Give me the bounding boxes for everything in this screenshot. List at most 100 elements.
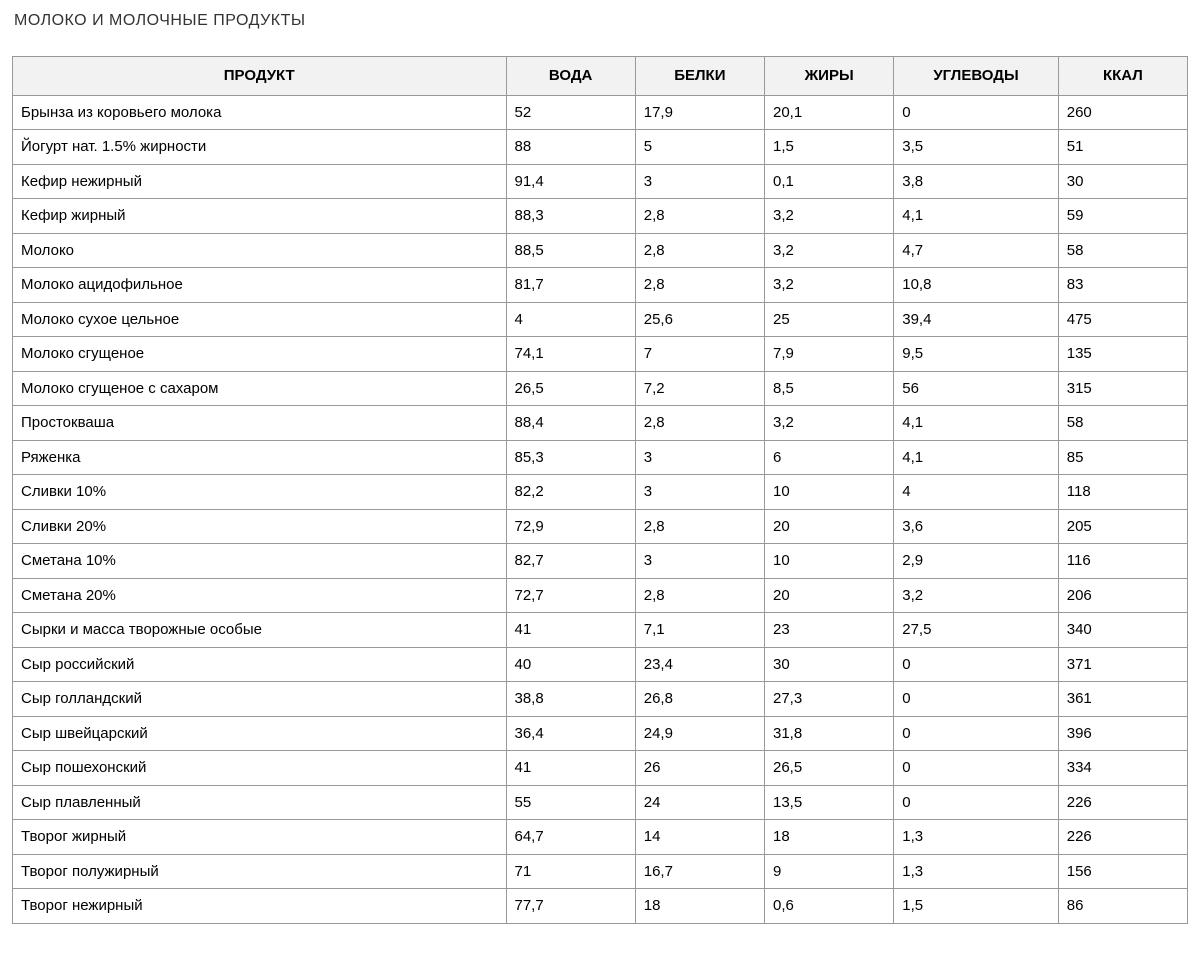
value-cell: 88,5 xyxy=(506,233,635,268)
value-cell: 26,8 xyxy=(635,682,764,717)
value-cell: 0 xyxy=(894,785,1059,820)
value-cell: 3,2 xyxy=(765,406,894,441)
value-cell: 18 xyxy=(635,889,764,924)
value-cell: 18 xyxy=(765,820,894,855)
value-cell: 3,2 xyxy=(765,233,894,268)
value-cell: 0 xyxy=(894,682,1059,717)
value-cell: 4,1 xyxy=(894,440,1059,475)
value-cell: 10,8 xyxy=(894,268,1059,303)
nutrition-table: ПРОДУКТВОДАБЕЛКИЖИРЫУГЛЕВОДЫККАЛ Брынза … xyxy=(12,56,1188,924)
value-cell: 3 xyxy=(635,544,764,579)
value-cell: 205 xyxy=(1058,509,1187,544)
value-cell: 3 xyxy=(635,475,764,510)
product-name-cell: Сливки 20% xyxy=(13,509,507,544)
value-cell: 23 xyxy=(765,613,894,648)
value-cell: 2,8 xyxy=(635,406,764,441)
value-cell: 88,4 xyxy=(506,406,635,441)
value-cell: 7,2 xyxy=(635,371,764,406)
value-cell: 71 xyxy=(506,854,635,889)
value-cell: 58 xyxy=(1058,233,1187,268)
value-cell: 371 xyxy=(1058,647,1187,682)
table-row: Сыр российский4023,4300371 xyxy=(13,647,1188,682)
table-row: Сыр голландский38,826,827,30361 xyxy=(13,682,1188,717)
table-row: Молоко сгущеное с сахаром26,57,28,556315 xyxy=(13,371,1188,406)
value-cell: 4,7 xyxy=(894,233,1059,268)
value-cell: 31,8 xyxy=(765,716,894,751)
value-cell: 88,3 xyxy=(506,199,635,234)
value-cell: 41 xyxy=(506,613,635,648)
value-cell: 4 xyxy=(506,302,635,337)
value-cell: 13,5 xyxy=(765,785,894,820)
value-cell: 3,2 xyxy=(765,199,894,234)
value-cell: 88 xyxy=(506,130,635,165)
table-row: Сыр пошехонский412626,50334 xyxy=(13,751,1188,786)
value-cell: 0 xyxy=(894,647,1059,682)
page-title: МОЛОКО И МОЛОЧНЫЕ ПРОДУКТЫ xyxy=(14,12,1188,30)
value-cell: 361 xyxy=(1058,682,1187,717)
value-cell: 14 xyxy=(635,820,764,855)
value-cell: 2,8 xyxy=(635,578,764,613)
value-cell: 1,3 xyxy=(894,854,1059,889)
value-cell: 9 xyxy=(765,854,894,889)
value-cell: 2,9 xyxy=(894,544,1059,579)
value-cell: 135 xyxy=(1058,337,1187,372)
product-name-cell: Сыр голландский xyxy=(13,682,507,717)
value-cell: 77,7 xyxy=(506,889,635,924)
product-name-cell: Кефир жирный xyxy=(13,199,507,234)
product-name-cell: Кефир нежирный xyxy=(13,164,507,199)
value-cell: 7 xyxy=(635,337,764,372)
table-row: Простокваша88,42,83,24,158 xyxy=(13,406,1188,441)
table-row: Сыр плавленный552413,50226 xyxy=(13,785,1188,820)
value-cell: 156 xyxy=(1058,854,1187,889)
table-header-cell: УГЛЕВОДЫ xyxy=(894,57,1059,96)
table-row: Молоко88,52,83,24,758 xyxy=(13,233,1188,268)
value-cell: 51 xyxy=(1058,130,1187,165)
value-cell: 2,8 xyxy=(635,509,764,544)
table-row: Молоко ацидофильное81,72,83,210,883 xyxy=(13,268,1188,303)
value-cell: 3 xyxy=(635,440,764,475)
value-cell: 116 xyxy=(1058,544,1187,579)
table-header-cell: ПРОДУКТ xyxy=(13,57,507,96)
value-cell: 0,6 xyxy=(765,889,894,924)
product-name-cell: Брынза из коровьего молока xyxy=(13,95,507,130)
table-header-cell: ККАЛ xyxy=(1058,57,1187,96)
value-cell: 1,5 xyxy=(894,889,1059,924)
value-cell: 30 xyxy=(1058,164,1187,199)
value-cell: 41 xyxy=(506,751,635,786)
product-name-cell: Творог полужирный xyxy=(13,854,507,889)
value-cell: 24,9 xyxy=(635,716,764,751)
value-cell: 260 xyxy=(1058,95,1187,130)
value-cell: 10 xyxy=(765,475,894,510)
product-name-cell: Ряженка xyxy=(13,440,507,475)
value-cell: 82,7 xyxy=(506,544,635,579)
table-row: Брынза из коровьего молока5217,920,10260 xyxy=(13,95,1188,130)
value-cell: 55 xyxy=(506,785,635,820)
value-cell: 86 xyxy=(1058,889,1187,924)
value-cell: 58 xyxy=(1058,406,1187,441)
value-cell: 334 xyxy=(1058,751,1187,786)
value-cell: 7,1 xyxy=(635,613,764,648)
value-cell: 23,4 xyxy=(635,647,764,682)
table-row: Кефир нежирный91,430,13,830 xyxy=(13,164,1188,199)
value-cell: 10 xyxy=(765,544,894,579)
table-row: Молоко сгущеное74,177,99,5135 xyxy=(13,337,1188,372)
table-row: Сырки и масса творожные особые417,12327,… xyxy=(13,613,1188,648)
value-cell: 40 xyxy=(506,647,635,682)
table-row: Кефир жирный88,32,83,24,159 xyxy=(13,199,1188,234)
value-cell: 52 xyxy=(506,95,635,130)
product-name-cell: Молоко ацидофильное xyxy=(13,268,507,303)
value-cell: 118 xyxy=(1058,475,1187,510)
value-cell: 25,6 xyxy=(635,302,764,337)
table-row: Сливки 20%72,92,8203,6205 xyxy=(13,509,1188,544)
value-cell: 340 xyxy=(1058,613,1187,648)
table-header-cell: ЖИРЫ xyxy=(765,57,894,96)
table-row: Сметана 20%72,72,8203,2206 xyxy=(13,578,1188,613)
product-name-cell: Простокваша xyxy=(13,406,507,441)
value-cell: 0,1 xyxy=(765,164,894,199)
value-cell: 16,7 xyxy=(635,854,764,889)
product-name-cell: Сыр швейцарский xyxy=(13,716,507,751)
value-cell: 81,7 xyxy=(506,268,635,303)
value-cell: 27,3 xyxy=(765,682,894,717)
product-name-cell: Сыр пошехонский xyxy=(13,751,507,786)
value-cell: 6 xyxy=(765,440,894,475)
